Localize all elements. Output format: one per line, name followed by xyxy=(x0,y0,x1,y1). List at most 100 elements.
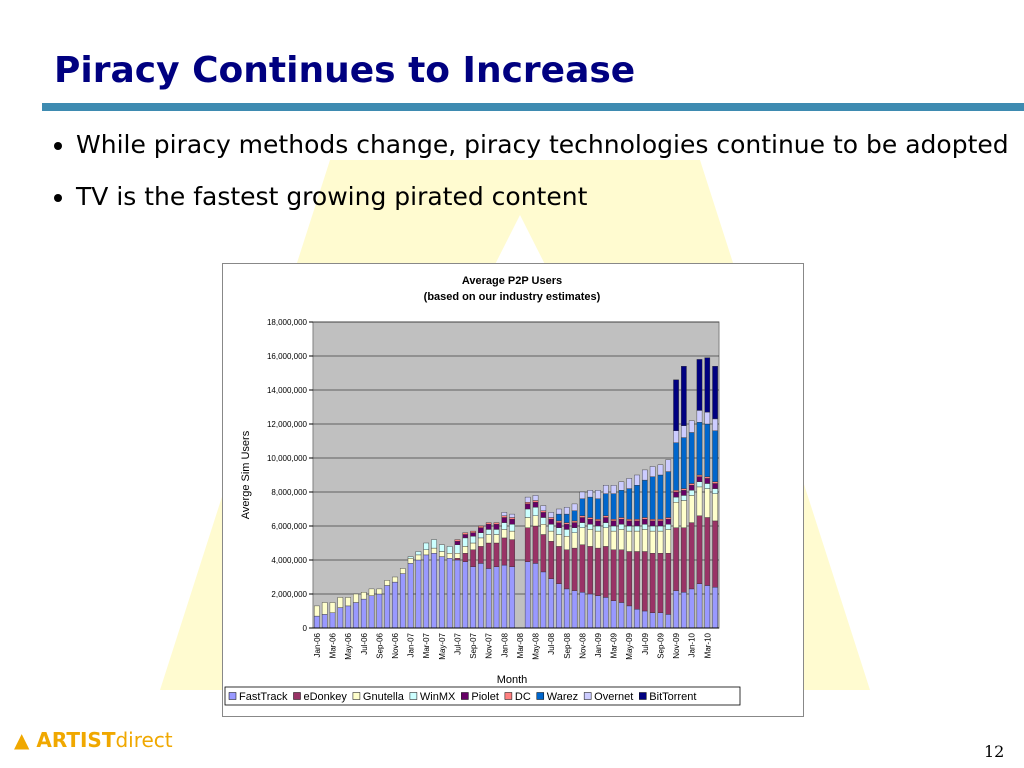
bar-segment xyxy=(626,530,633,552)
bar-segment xyxy=(688,495,695,523)
bar-segment xyxy=(509,539,515,568)
bar-segment xyxy=(501,512,508,516)
bar-segment xyxy=(602,597,609,629)
bar-segment xyxy=(712,493,718,522)
bar-segment xyxy=(485,529,492,535)
bar-segment xyxy=(673,496,679,503)
bar-segment xyxy=(563,529,570,537)
bar-segment xyxy=(696,515,703,585)
bar-segment xyxy=(595,519,601,522)
logo-text: direct xyxy=(115,728,173,752)
x-tick-label: Nov-09 xyxy=(672,632,681,658)
bar-segment xyxy=(610,519,617,522)
bar-segment xyxy=(610,520,617,527)
bar-segment xyxy=(595,547,601,596)
bar-segment xyxy=(626,605,633,629)
bar-segment xyxy=(314,605,320,617)
bar-segment xyxy=(649,476,656,520)
chart-title: Average P2P Users xyxy=(462,275,562,287)
bar-segment xyxy=(501,517,508,523)
bar-segment xyxy=(563,549,570,590)
x-tick-label: Sep-09 xyxy=(656,632,665,658)
bar-segment xyxy=(329,612,336,629)
bar-segment xyxy=(415,554,422,561)
bar-segment xyxy=(548,524,554,532)
bar-segment xyxy=(681,425,687,438)
bar-segment xyxy=(673,491,679,498)
bar-segment xyxy=(556,546,562,584)
bar-segment xyxy=(618,519,625,525)
bar-segment xyxy=(642,519,648,525)
bar-segment xyxy=(681,527,687,593)
bar-segment xyxy=(345,597,351,607)
bar-segment xyxy=(665,519,672,525)
legend-swatch xyxy=(228,692,237,700)
bar-segment xyxy=(681,365,687,426)
bar-segment xyxy=(665,553,672,615)
bar-segment xyxy=(642,529,648,552)
bar-segment xyxy=(610,493,617,520)
bar-segment xyxy=(587,593,593,629)
bar-segment xyxy=(439,544,445,552)
bar-segment xyxy=(524,503,531,510)
bar-segment xyxy=(509,513,515,518)
bar-segment xyxy=(649,466,656,477)
bar-segment xyxy=(602,517,609,523)
y-tick-label: 12,000,000 xyxy=(267,420,308,429)
x-tick-label: Mar-07 xyxy=(422,632,431,658)
bar-segment xyxy=(657,612,664,629)
bar-segment xyxy=(563,507,570,515)
bar-segment xyxy=(485,534,492,544)
bar-segment xyxy=(602,527,609,547)
bar-segment xyxy=(704,423,711,477)
bar-segment xyxy=(579,527,586,545)
y-tick-label: 8,000,000 xyxy=(271,488,307,497)
bar-segment xyxy=(579,515,586,518)
bar-segment xyxy=(665,614,672,629)
legend-swatch xyxy=(583,692,592,700)
bar-segment xyxy=(360,598,367,629)
bar-segment xyxy=(618,517,625,520)
bar-segment xyxy=(681,488,687,491)
chart: Average P2P Users (based on our industry… xyxy=(222,263,804,717)
logo-text: ARTIST xyxy=(36,728,116,752)
bar-segment xyxy=(462,537,469,547)
legend-swatch xyxy=(409,692,418,700)
bar-segment xyxy=(595,525,601,532)
bar-segment xyxy=(657,525,664,532)
bar-segment xyxy=(657,464,664,476)
bar-segment xyxy=(462,534,469,539)
bar-segment xyxy=(454,559,461,629)
legend: FastTrack eDonkey Gnutella WinMX Piolet DC War… xyxy=(224,686,741,706)
bar-segment xyxy=(384,580,390,586)
y-tick-label: 14,000,000 xyxy=(267,386,308,395)
bar-segment xyxy=(618,524,625,530)
bar-segment xyxy=(712,418,718,431)
bar-segment xyxy=(556,527,562,535)
bullet: While piracy methods change, piracy tech… xyxy=(76,128,1016,162)
x-tick-label: May-08 xyxy=(532,632,541,659)
bar-segment xyxy=(454,544,461,554)
bar-segment xyxy=(423,542,430,551)
x-tick-label: Sep-08 xyxy=(563,632,572,658)
bar-segment xyxy=(454,558,461,561)
bar-segment xyxy=(368,595,375,629)
bar-segment xyxy=(462,561,469,629)
legend-swatch xyxy=(639,692,647,700)
legend-frame xyxy=(224,686,741,706)
bar-segment xyxy=(673,501,679,528)
bar-segment xyxy=(712,587,718,629)
bar-segment xyxy=(548,519,554,525)
bar-segment xyxy=(376,588,383,595)
bar-segment xyxy=(610,484,617,494)
y-tick-label: 18,000,000 xyxy=(267,318,308,327)
bar-segment xyxy=(665,529,672,554)
y-axis-title: Averge Sim Users xyxy=(240,430,252,519)
bar-segment xyxy=(563,536,570,551)
x-tick-label: Jul-09 xyxy=(641,632,650,654)
bar-segment xyxy=(688,483,695,486)
bar-segment xyxy=(665,459,672,472)
legend-label: Overnet xyxy=(594,691,633,703)
bar-segment xyxy=(540,512,547,518)
bar-segment xyxy=(556,583,562,629)
